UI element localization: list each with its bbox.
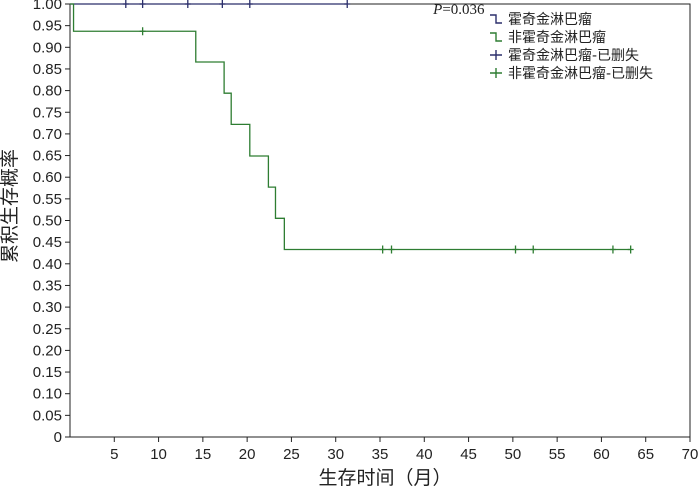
censor-mark-non-hodgkin <box>627 245 634 254</box>
x-tick-label: 35 <box>372 446 389 463</box>
x-tick-label: 20 <box>239 446 256 463</box>
censor-mark-hodgkin <box>184 0 191 8</box>
x-tick-label: 45 <box>460 446 477 463</box>
x-axis-ticks: 5 10 15 20 25 30 35 40 45 50 55 60 65 70 <box>110 437 698 463</box>
censor-mark-hodgkin <box>139 0 146 8</box>
censor-mark-non-hodgkin <box>139 27 146 36</box>
censor-mark-non-hodgkin <box>379 245 386 254</box>
x-tick-label: 70 <box>682 446 699 463</box>
p-value-number: =0.036 <box>442 2 485 18</box>
x-tick-label: 10 <box>150 446 167 463</box>
y-axis-label: 累积生存概率 <box>0 149 21 263</box>
y-tick-label: 0.15 <box>33 364 62 381</box>
y-tick-label: 0.60 <box>33 169 62 186</box>
y-tick-label: 1.00 <box>33 0 62 13</box>
y-tick-label: 0.85 <box>33 61 62 78</box>
legend-label: 霍奇金淋巴瘤-已删失 <box>508 47 639 64</box>
censor-mark-hodgkin <box>246 0 253 8</box>
x-tick-label: 30 <box>327 446 344 463</box>
y-tick-label: 0.75 <box>33 104 62 121</box>
y-tick-label: 0 <box>54 429 62 446</box>
legend-swatch-line <box>490 32 502 42</box>
y-tick-label: 0.20 <box>33 342 62 359</box>
survival-curves <box>70 3 631 251</box>
legend-swatch-line <box>490 14 502 24</box>
y-tick-label: 0.70 <box>33 126 62 143</box>
p-value-annotation: P=0.036 <box>432 2 485 18</box>
y-tick-label: 0.25 <box>33 321 62 338</box>
x-tick-label: 15 <box>195 446 212 463</box>
legend-swatch-plus <box>490 68 502 78</box>
x-axis-label: 生存时间（月） <box>318 467 451 489</box>
x-tick-label: 40 <box>416 446 433 463</box>
y-axis-ticks: 0 0.05 0.10 0.15 0.20 0.25 0.30 0.35 0.40 0.45 0.5… <box>33 0 70 446</box>
x-tick-label: 60 <box>593 446 610 463</box>
y-tick-label: 0.95 <box>33 18 62 35</box>
censor-mark-hodgkin <box>344 0 351 8</box>
censor-marks <box>122 0 634 254</box>
censor-mark-non-hodgkin <box>388 245 395 254</box>
y-tick-label: 0.05 <box>33 407 62 424</box>
censor-mark-hodgkin <box>122 0 129 8</box>
legend-label: 非霍奇金淋巴瘤-已删失 <box>508 65 653 82</box>
legend-item-hodgkin-censored: 霍奇金淋巴瘤-已删失 <box>490 47 639 64</box>
censor-mark-non-hodgkin <box>530 245 537 254</box>
censor-mark-non-hodgkin <box>512 245 519 254</box>
x-tick-label: 55 <box>549 446 566 463</box>
y-tick-label: 0.50 <box>33 213 62 230</box>
survival-curve-non-hodgkin <box>70 3 631 251</box>
legend-label: 非霍奇金淋巴瘤 <box>508 29 606 46</box>
legend-swatch-plus <box>490 50 502 60</box>
p-value-symbol: P <box>432 2 442 18</box>
x-tick-label: 5 <box>110 446 118 463</box>
y-tick-label: 0.35 <box>33 277 62 294</box>
censor-mark-hodgkin <box>219 0 226 8</box>
y-tick-label: 0.10 <box>33 386 62 403</box>
legend-label: 霍奇金淋巴瘤 <box>508 11 592 28</box>
legend-item-hodgkin: 霍奇金淋巴瘤 <box>490 11 592 28</box>
y-tick-label: 0.55 <box>33 191 62 208</box>
y-tick-label: 0.30 <box>33 299 62 316</box>
y-tick-label: 0.90 <box>33 39 62 56</box>
legend-item-non-hodgkin: 非霍奇金淋巴瘤 <box>490 29 606 46</box>
y-tick-label: 0.45 <box>33 234 62 251</box>
x-tick-label: 65 <box>637 446 654 463</box>
x-tick-label: 50 <box>505 446 522 463</box>
legend-item-non-hodgkin-censored: 非霍奇金淋巴瘤-已删失 <box>490 65 653 82</box>
censor-mark-non-hodgkin <box>609 245 616 254</box>
y-tick-label: 0.40 <box>33 256 62 273</box>
y-tick-label: 0.65 <box>33 148 62 165</box>
x-tick-label: 25 <box>283 446 300 463</box>
y-tick-label: 0.80 <box>33 83 62 100</box>
